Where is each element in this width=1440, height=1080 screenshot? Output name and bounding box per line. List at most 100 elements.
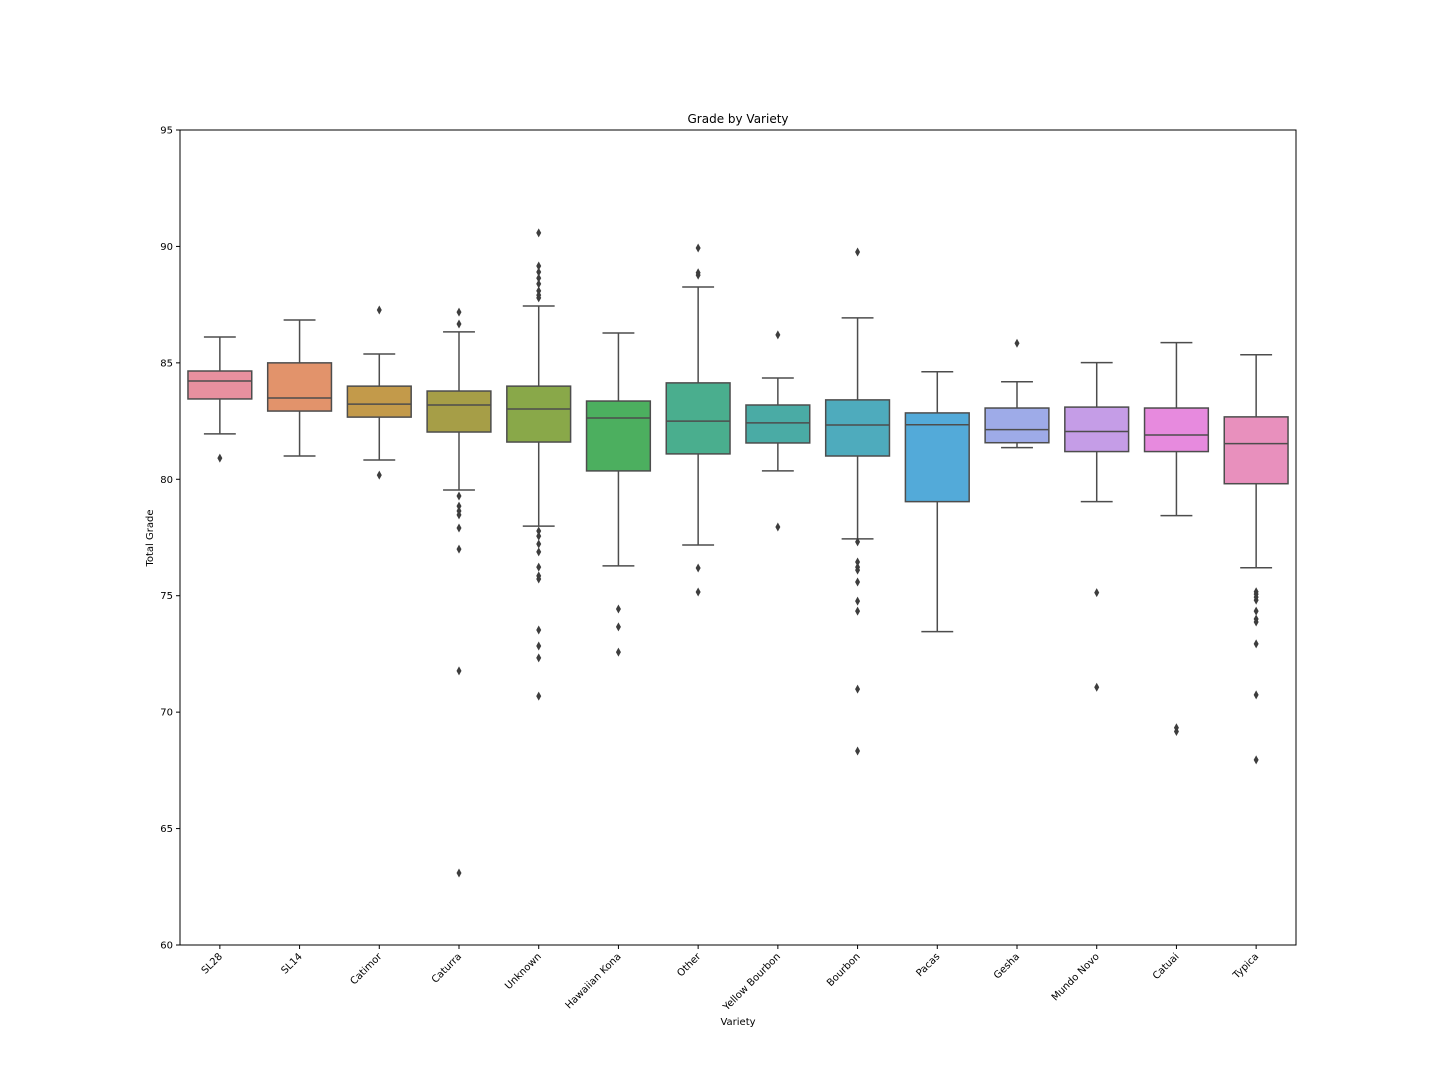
outlier-point [536, 562, 542, 572]
outlier-point [456, 319, 462, 329]
outlier-point [536, 574, 542, 584]
y-tick-label: 95 [160, 126, 173, 137]
x-tick-label: Mundo Novo [1050, 951, 1102, 1003]
outlier-point [456, 510, 462, 520]
outlier-point [456, 307, 462, 317]
x-axis-label: Variety [720, 1017, 755, 1028]
outlier-point [695, 243, 701, 253]
outlier-point [456, 523, 462, 533]
iqr-box [1064, 406, 1130, 453]
outlier-point [536, 547, 542, 557]
iqr-box [346, 385, 412, 418]
outlier-point [536, 539, 542, 549]
box-yellow-bourbon [745, 330, 811, 532]
outlier-point [1253, 617, 1259, 627]
outlier-point [376, 305, 382, 315]
outlier-point [1253, 755, 1259, 765]
outlier-point [695, 563, 701, 573]
outlier-point [536, 531, 542, 541]
outlier-point [536, 691, 542, 701]
y-tick-label: 90 [160, 242, 173, 253]
y-tick-label: 60 [160, 941, 173, 952]
box-hawaiian-kona [585, 332, 652, 657]
outlier-point [1094, 588, 1100, 598]
box-unknown [506, 228, 572, 701]
boxes-layer [187, 228, 1289, 878]
x-tick-label: Pacas [914, 951, 942, 979]
outlier-point [536, 653, 542, 663]
outlier-point [376, 470, 382, 480]
x-tick-label: Gesha [992, 951, 1022, 981]
plot-frame [179, 129, 1297, 946]
x-tick-label: Catimor [348, 951, 385, 988]
outlier-point [855, 537, 861, 547]
outlier-point [536, 625, 542, 635]
iqr-box [984, 407, 1050, 444]
outlier-point [1094, 682, 1100, 692]
outlier-point [855, 557, 861, 567]
outlier-point [536, 641, 542, 651]
outlier-point [695, 270, 701, 280]
x-tick-label: Hawaiian Kona [564, 951, 624, 1011]
outlier-point [1173, 726, 1179, 736]
outlier-point [1253, 595, 1259, 605]
outlier-point [1253, 690, 1259, 700]
box-bourbon [824, 247, 891, 756]
outlier-point [456, 501, 462, 511]
outlier-point [536, 526, 542, 536]
x-tick-label: SL28 [200, 951, 225, 976]
outlier-point [536, 228, 542, 238]
iqr-box [904, 412, 970, 503]
iqr-box [506, 385, 572, 443]
y-tick-label: 85 [160, 358, 173, 369]
outlier-point [1014, 338, 1020, 348]
x-tick-label: Catuai [1151, 951, 1182, 982]
y-tick-label: 75 [160, 591, 173, 602]
outlier-point [1253, 606, 1259, 616]
box-mundo-novo [1064, 361, 1130, 692]
outlier-point [456, 666, 462, 676]
iqr-box [585, 400, 652, 472]
x-tick-label: Typica [1231, 951, 1262, 982]
outlier-point [456, 491, 462, 501]
y-axis-label: Total Grade [145, 509, 156, 567]
outlier-point [855, 577, 861, 587]
outlier-point [536, 279, 542, 289]
y-axis-ticks: 60 65 70 75 80 85 90 95 [160, 126, 180, 952]
outlier-point [695, 587, 701, 597]
box-catimor [346, 305, 412, 480]
x-tick-label: SL14 [279, 951, 304, 976]
outlier-point [217, 453, 223, 463]
outlier-point [615, 622, 621, 632]
x-tick-label: Yellow Bourbon [721, 951, 783, 1013]
y-tick-label: 70 [160, 708, 173, 719]
x-axis-ticks: SL28 SL14 Catimor Caturra Unknown Hawaiian Ko… [200, 945, 1261, 1014]
box-sl14 [266, 319, 333, 457]
outlier-point [855, 684, 861, 694]
outlier-point [855, 746, 861, 756]
x-tick-label: Other [675, 951, 703, 979]
iqr-box [745, 404, 811, 444]
outlier-point [855, 596, 861, 606]
outlier-point [855, 606, 861, 616]
x-tick-label: Caturra [430, 951, 464, 985]
outlier-point [536, 273, 542, 283]
outlier-point [775, 330, 781, 340]
iqr-box [187, 370, 253, 400]
y-tick-label: 80 [160, 475, 173, 486]
outlier-point [855, 247, 861, 257]
box-typica [1223, 353, 1289, 765]
outlier-point [855, 565, 861, 575]
chart-title: Grade by Variety [687, 112, 788, 126]
outlier-point [456, 868, 462, 878]
outlier-point [1253, 639, 1259, 649]
y-tick-label: 65 [160, 824, 173, 835]
iqr-box [1223, 416, 1289, 485]
outlier-point [456, 544, 462, 554]
box-gesha [984, 338, 1050, 449]
box-sl28 [187, 336, 253, 463]
outlier-point [536, 293, 542, 303]
x-tick-label: Unknown [503, 951, 544, 992]
outlier-point [615, 647, 621, 657]
